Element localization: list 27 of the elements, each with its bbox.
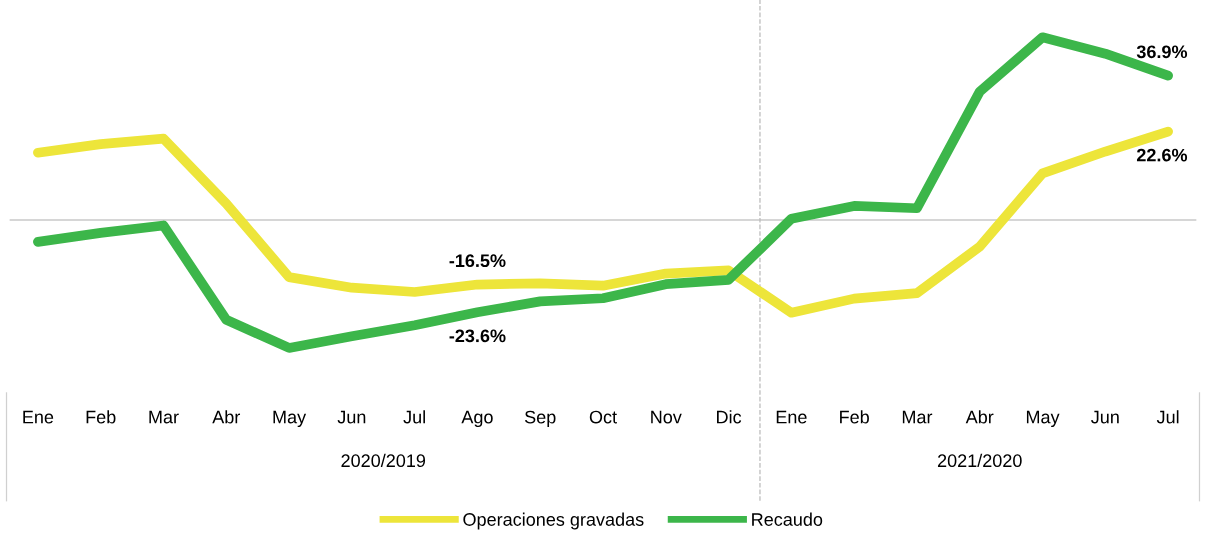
x-tick-label: Abr xyxy=(965,410,994,424)
x-tick-label: Dic xyxy=(717,410,742,424)
x-tick-label: Oct xyxy=(589,410,617,424)
x-tick-label: May xyxy=(1026,410,1060,428)
x-tick-label: Feb xyxy=(86,410,116,424)
x-tick-label: Jun xyxy=(1091,410,1119,424)
legend-label: Recaudo xyxy=(752,512,823,526)
x-tick-label: Jul xyxy=(1156,410,1179,424)
data-label: 22.6% xyxy=(1136,148,1188,162)
data-label: -23.6% xyxy=(449,329,506,343)
data-label: -16.5% xyxy=(449,254,506,268)
x-tick-label: Mar xyxy=(149,410,179,424)
x-tick-label: Ene xyxy=(23,410,54,424)
x-tick-label: Feb xyxy=(840,410,869,424)
x-tick-label: Abr xyxy=(212,410,241,424)
x-tick-label: May xyxy=(273,410,307,428)
text: 2020/2019 xyxy=(341,453,426,468)
x-tick-label: Nov xyxy=(651,410,682,424)
text: 2021/2020 xyxy=(937,453,1022,468)
x-tick-label: Sep xyxy=(524,410,556,428)
data-label: 36.9% xyxy=(1136,45,1188,59)
legend-label: Operaciones gravadas xyxy=(463,512,644,530)
x-tick-label: Jun xyxy=(337,410,366,424)
x-tick-label: Ago xyxy=(461,410,493,428)
x-tick-label: Mar xyxy=(902,410,933,424)
x-tick-label: Jul xyxy=(403,410,425,424)
x-tick-label: Ene xyxy=(776,410,807,424)
